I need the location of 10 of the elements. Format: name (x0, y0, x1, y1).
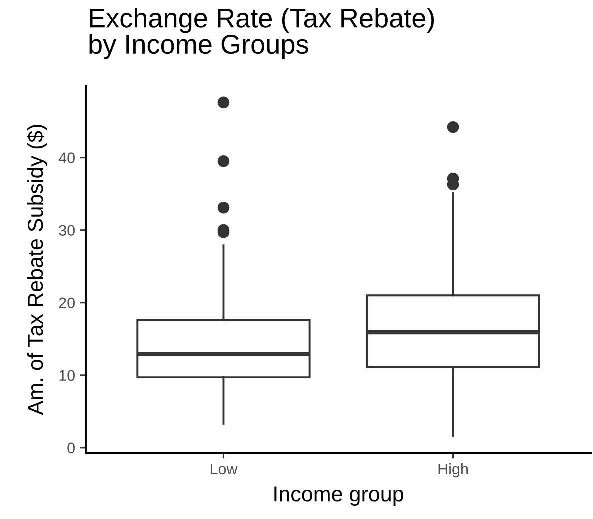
x-tick-label: High (438, 463, 468, 478)
y-axis-title: Am. of Tax Rebate Subsidy ($) (27, 125, 48, 416)
y-tick-label: 10 (60, 370, 75, 382)
y-tick-label: 0 (68, 442, 75, 454)
chart-title: Exchange Rate (Tax Rebate) by Income Groups (90, 8, 434, 60)
y-tick-label: 30 (59, 225, 75, 236)
x-axis-title: Income group (274, 486, 404, 506)
x-tick-label: Low (210, 464, 238, 475)
y-tick-label: 20 (59, 298, 75, 309)
y-tick-label: 40 (58, 152, 75, 164)
